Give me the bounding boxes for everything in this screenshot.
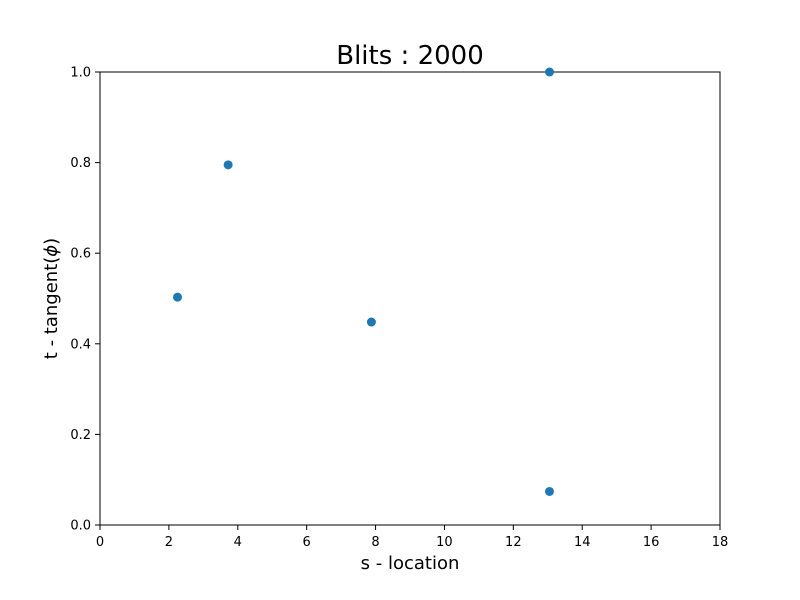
y-axis-label-symbol: ϕ [41, 245, 62, 257]
y-axis: 0.0 0.2 0.4 0.6 0.8 1.0 [70, 66, 100, 534]
plot-area [99, 71, 721, 526]
x-tick-label: 0 [96, 535, 104, 550]
data-points [173, 67, 554, 496]
y-axis-label-text: t - tangent( [41, 257, 62, 359]
scatter-point [173, 292, 182, 302]
scatter-point [545, 67, 554, 77]
y-tick-label: 1.0 [70, 66, 91, 81]
x-tick-label: 12 [505, 535, 522, 550]
chart-title: Blits : 2000 [336, 41, 483, 71]
scatter-point [366, 317, 376, 327]
y-axis-label-close: ) [41, 238, 62, 245]
x-tick-label: 4 [234, 535, 242, 550]
y-tick-label: 0.2 [70, 428, 91, 443]
x-tick-label: 10 [436, 535, 453, 550]
y-tick-label: 0.8 [70, 156, 91, 171]
x-axis: 0 2 4 6 8 10 12 14 16 18 [96, 525, 728, 550]
x-axis-label: s - location [361, 553, 460, 574]
x-tick-label: 14 [574, 535, 591, 550]
scatter-point [545, 486, 554, 496]
y-tick-label: 0.6 [70, 247, 91, 262]
axes-frame [99, 71, 721, 526]
x-tick-label: 2 [165, 535, 173, 550]
x-tick-label: 6 [303, 535, 311, 550]
y-tick-label: 0.4 [70, 337, 91, 352]
y-tick-label: 0.0 [70, 519, 91, 534]
scatter-point [223, 160, 233, 170]
y-axis-label: t - tangent(ϕ) [41, 238, 62, 359]
x-tick-label: 18 [712, 535, 729, 550]
x-tick-label: 8 [371, 535, 379, 550]
x-tick-label: 16 [643, 535, 660, 550]
